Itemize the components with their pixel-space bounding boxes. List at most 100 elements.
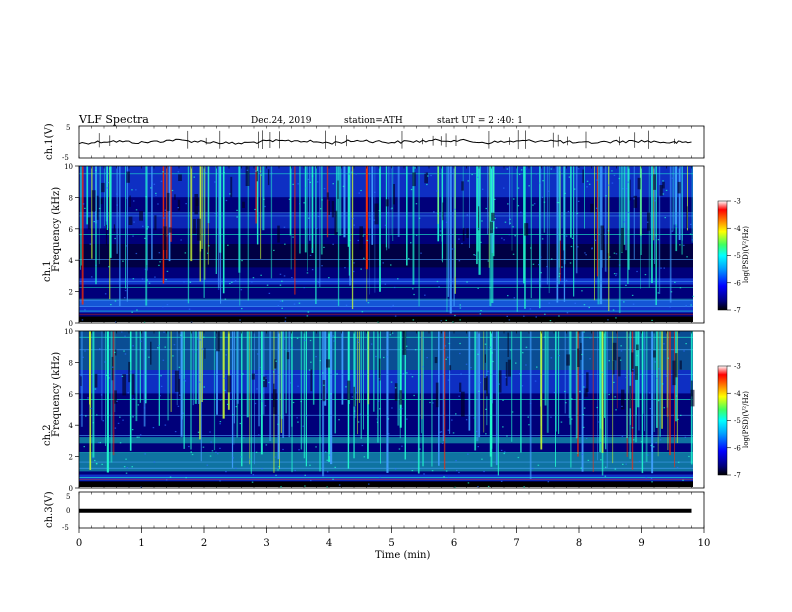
spectrogram-dark-patch (331, 201, 335, 218)
spectrogram-sferic (165, 166, 168, 259)
spectrogram-speckle (123, 350, 125, 352)
spectrogram-speckle (513, 198, 515, 200)
spectrogram-speckle (379, 476, 381, 478)
ch1-colorbar: -3 -4 -5 -6 -7 log(PSD)(V²/Hz) (717, 198, 750, 315)
spectrogram-speckle (129, 370, 132, 372)
spectrogram-speckle (164, 346, 166, 348)
spectrogram-speckle (322, 372, 324, 374)
spectrogram-speckle (503, 451, 506, 453)
ch1-wave-ylabel: ch.1(V) (44, 123, 55, 160)
spectrogram-speckle (487, 260, 490, 262)
spectrogram-speckle (114, 351, 116, 353)
x-tick-label: 4 (326, 538, 332, 549)
spectrogram-dark-patch (197, 218, 201, 241)
spectrogram-dark-patch (484, 354, 486, 363)
spectrogram-sferic (558, 331, 560, 434)
spectrogram-sferic (672, 166, 674, 232)
spectrogram-speckle (565, 235, 568, 237)
spectrogram-speckle (494, 218, 496, 220)
spectrogram-sferic (183, 331, 185, 449)
spectrogram-sferic (119, 166, 121, 307)
spectrogram-speckle (369, 218, 371, 220)
spectrogram-sferic (222, 331, 225, 419)
spectrogram-speckle (677, 418, 679, 420)
spectrogram-dark-patch (478, 206, 480, 231)
spectrogram-speckle (363, 456, 366, 458)
spectrogram-speckle (548, 190, 550, 192)
spectrogram-speckle (342, 185, 345, 187)
spectrogram-speckle (477, 353, 479, 355)
spectrogram-sferic (80, 331, 83, 427)
spectrogram-sferic (80, 166, 81, 270)
spectrogram-speckle (178, 394, 181, 396)
spectrogram-speckle (146, 279, 148, 281)
spectrogram-speckle (558, 202, 560, 204)
spectrogram-sferic (303, 331, 306, 459)
spectrogram-speckle (470, 367, 472, 369)
ch1-spec-ylabel-frequency: Frequency (kHz) (51, 187, 62, 272)
spectrogram-speckle (622, 463, 624, 465)
spectrogram-sferic (360, 331, 362, 439)
x-tick-label: 3 (263, 538, 269, 549)
spectrogram-speckle (162, 171, 164, 173)
spectrogram-sferic (219, 166, 222, 253)
spectrogram-sferic (388, 166, 390, 249)
spectrogram-speckle (108, 266, 110, 268)
spectrogram-dark-patch (192, 219, 196, 234)
spectrogram-sferic (315, 166, 317, 304)
spectrogram-speckle (260, 174, 262, 176)
spectrogram-sferic (601, 331, 604, 453)
spectrogram-speckle (351, 396, 354, 398)
spectrogram-speckle (657, 292, 660, 294)
spectrogram-speckle (305, 187, 308, 189)
spectrogram-speckle (387, 212, 389, 214)
spectrogram-speckle (548, 302, 550, 304)
spectrogram-speckle (452, 432, 455, 434)
spectrogram-sferic (81, 166, 84, 305)
header-station: station=ATH (344, 116, 403, 126)
spectrogram-speckle (446, 356, 449, 358)
spectrogram-speckle (202, 446, 205, 448)
spectrogram-speckle (229, 193, 231, 195)
spectrogram-speckle (458, 238, 460, 240)
spectrogram-speckle (379, 408, 381, 410)
spectrogram-speckle (105, 374, 108, 376)
spectrogram-speckle (394, 387, 397, 389)
spectrogram-speckle (239, 319, 241, 321)
spectrogram-dark-patch (461, 181, 464, 191)
spectrogram-speckle (445, 470, 448, 472)
spectrogram-dark-patch (524, 223, 529, 236)
spectrogram-dark-patch (139, 211, 143, 221)
spectrogram-speckle (553, 391, 556, 394)
spectrogram-speckle (656, 377, 658, 379)
x-tick-label: 9 (638, 538, 644, 549)
spectrogram-speckle (387, 433, 390, 435)
spectrogram-speckle (580, 467, 583, 469)
spectrogram-speckle (591, 248, 593, 250)
spectrogram-speckle (454, 486, 456, 488)
ch2-spectrogram-panel: 0 2 4 6 8 10 ch.2 Frequency (kHz) (42, 328, 705, 493)
spectrogram-sferic (367, 331, 370, 405)
spectrogram-speckle (292, 236, 294, 238)
spectrogram-speckle (143, 407, 146, 409)
spectrogram-speckle (540, 272, 542, 274)
spectrogram-speckle (318, 281, 320, 283)
spectrogram-dark-patch (629, 179, 631, 201)
spectrogram-speckle (675, 225, 677, 227)
spectrogram-speckle (157, 347, 159, 349)
spectrogram-speckle (215, 451, 217, 453)
spectrogram-sferic (369, 166, 370, 295)
spectrogram-speckle (679, 244, 681, 246)
spectrogram-speckle (281, 300, 284, 302)
spectrogram-speckle (274, 369, 276, 371)
spectrogram-speckle (148, 356, 150, 358)
spectrogram-speckle (146, 228, 148, 230)
spectrogram-sferic (365, 166, 368, 270)
spectrogram-speckle (160, 180, 163, 182)
spectrogram-speckle (299, 203, 301, 205)
spectrogram-speckle (600, 459, 602, 461)
spectrogram-speckle (485, 433, 487, 435)
y-tick-label: 0 (69, 320, 73, 328)
spectrogram-speckle (249, 458, 251, 460)
